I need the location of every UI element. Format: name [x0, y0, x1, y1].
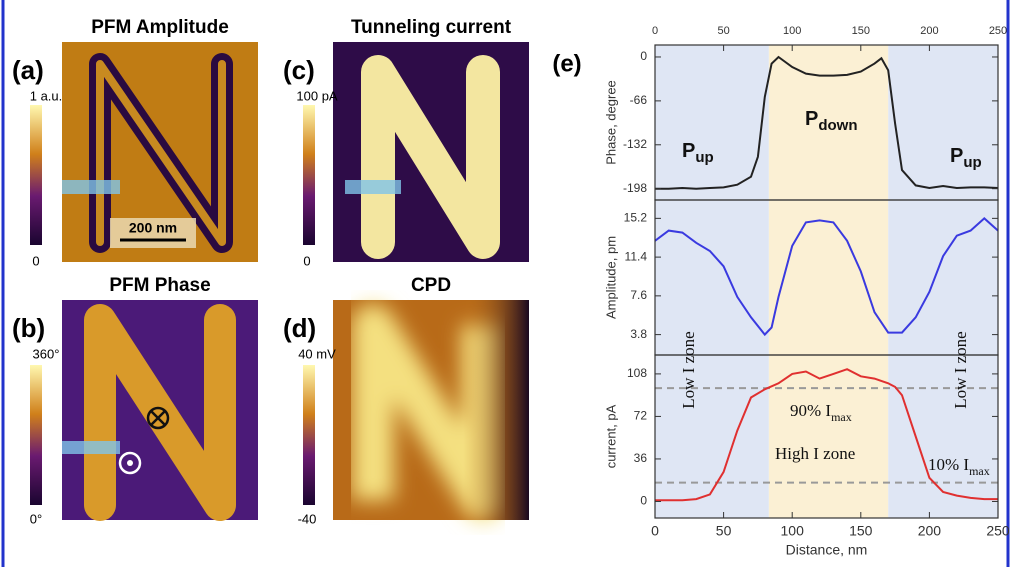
annotation: Low I zone — [679, 331, 698, 408]
colorbar — [303, 105, 315, 245]
x-tick-label: 0 — [652, 25, 658, 37]
y-tick-label: 36 — [634, 451, 648, 465]
x-tick-label: 150 — [849, 523, 873, 539]
annotation-text: P — [805, 108, 818, 130]
x-tick-label: 100 — [781, 523, 805, 539]
x-tick-label: 50 — [717, 25, 729, 37]
y-axis-label: Phase, degree — [603, 80, 618, 165]
colorbar-max: 40 mV — [298, 346, 336, 361]
y-tick-label: -132 — [623, 137, 647, 151]
y-tick-label: -198 — [623, 181, 647, 195]
annotation-subscript: up — [963, 154, 981, 171]
y-tick-label: 15.2 — [624, 211, 648, 225]
x-axis-label: Distance, nm — [786, 542, 868, 558]
x-tick-label: 250 — [986, 523, 1010, 539]
colorbar-min: 0 — [303, 253, 310, 268]
panel-label: (c) — [283, 55, 315, 85]
x-tick-label: 200 — [918, 523, 942, 539]
panel-label: (a) — [12, 55, 44, 85]
colorbar-max: 360° — [33, 346, 60, 361]
x-tick-label: 250 — [989, 25, 1007, 37]
x-tick-label: 200 — [920, 25, 938, 37]
figure: (e) PFM Amplitude (a) 1 a.u. 0 200 nm PFM Pha… — [0, 0, 1012, 567]
annotation-text: 10% I — [928, 455, 969, 474]
colorbar-min: -40 — [298, 511, 317, 526]
annotation-subscript: max — [969, 464, 990, 478]
cpd-image — [333, 300, 529, 520]
zone — [655, 45, 769, 518]
y-axis-label: Amplitude, pm — [603, 236, 618, 319]
panel-label: (d) — [283, 313, 316, 343]
panel-title: CPD — [411, 275, 451, 296]
pfm-phase-image — [62, 300, 258, 520]
colorbar — [30, 365, 42, 505]
panel-title: Tunneling current — [351, 17, 512, 38]
y-tick-label: 108 — [627, 366, 647, 380]
annotation-text: P — [950, 145, 963, 167]
annotation-text: High I zone — [775, 444, 855, 463]
figure-label: (e) — [552, 50, 581, 77]
annotation: High I zone — [775, 444, 855, 463]
colorbar-max: 100 pA — [296, 88, 338, 103]
y-tick-label: 72 — [634, 409, 648, 423]
y-tick-label: 3.8 — [630, 327, 647, 341]
colorbar-min: 0° — [30, 511, 42, 526]
annotation-text: Low I zone — [951, 331, 970, 408]
y-axis-label: current, pA — [603, 404, 618, 468]
panel-title: PFM Amplitude — [91, 17, 229, 38]
y-tick-label: 0 — [640, 49, 647, 63]
x-tick-label: 0 — [651, 523, 659, 539]
colorbar — [303, 365, 315, 505]
y-tick-label: -66 — [630, 93, 648, 107]
colorbar — [30, 105, 42, 245]
annotation-subscript: down — [818, 117, 857, 134]
colorbar-max: 1 a.u. — [30, 88, 63, 103]
y-tick-label: 11.4 — [625, 249, 648, 263]
x-tick-label: 50 — [716, 523, 732, 539]
tunneling-current-image — [333, 42, 529, 262]
annotation: Low I zone — [951, 331, 970, 408]
y-tick-label: 7.6 — [630, 288, 647, 302]
annotation-text: P — [682, 140, 695, 162]
colorbar-min: 0 — [32, 253, 39, 268]
x-tick-label: 150 — [852, 25, 870, 37]
panel-label: (b) — [12, 313, 45, 343]
y-tick-label: 0 — [640, 494, 647, 508]
annotation-subscript: max — [831, 410, 852, 424]
annotation-text: Low I zone — [679, 331, 698, 408]
scale-bar-label: 200 nm — [129, 220, 177, 236]
x-tick-label: 100 — [783, 25, 801, 37]
page: (e) PFM Amplitude (a) 1 a.u. 0 200 nm PFM Pha… — [0, 0, 1012, 567]
panel-title: PFM Phase — [109, 275, 210, 296]
zone — [888, 45, 998, 518]
annotation-text: 90% I — [790, 401, 831, 420]
annotation-subscript: up — [695, 149, 713, 166]
